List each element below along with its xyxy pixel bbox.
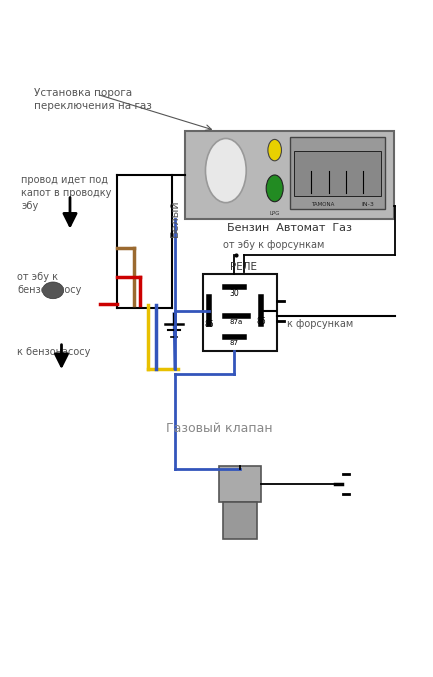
Circle shape (266, 175, 283, 202)
Text: 87a: 87a (230, 319, 243, 325)
Text: 87: 87 (229, 340, 239, 346)
Text: Газовый клапан: Газовый клапан (165, 422, 272, 435)
Text: 30: 30 (229, 288, 239, 297)
FancyBboxPatch shape (203, 274, 277, 351)
Text: IN-3: IN-3 (362, 202, 375, 207)
Text: к форсункам: к форсункам (287, 320, 353, 329)
Text: провод идет под
капот в проводку
эбу: провод идет под капот в проводку эбу (21, 175, 112, 211)
Ellipse shape (42, 282, 64, 299)
Text: Белый: Белый (170, 199, 180, 237)
FancyBboxPatch shape (219, 466, 261, 502)
Text: от эбу к
бензонасосу: от эбу к бензонасосу (17, 271, 81, 294)
Text: Бензин  Автомат  Газ: Бензин Автомат Газ (227, 223, 352, 233)
Text: TAMONA: TAMONA (311, 202, 335, 207)
Text: к бензонасосу: к бензонасосу (17, 347, 90, 357)
Text: РЕЛЕ: РЕЛЕ (230, 261, 257, 271)
Circle shape (268, 139, 281, 161)
Text: от эбу к форсункам: от эбу к форсункам (223, 240, 324, 250)
Text: Установка порога
переключения на газ: Установка порога переключения на газ (34, 88, 152, 111)
FancyBboxPatch shape (223, 502, 257, 539)
Circle shape (206, 139, 246, 202)
Text: 85: 85 (204, 320, 213, 330)
Text: LPG: LPG (269, 211, 280, 216)
FancyBboxPatch shape (294, 150, 381, 196)
FancyBboxPatch shape (290, 137, 385, 209)
Text: 86: 86 (256, 317, 266, 326)
FancyBboxPatch shape (185, 131, 394, 219)
